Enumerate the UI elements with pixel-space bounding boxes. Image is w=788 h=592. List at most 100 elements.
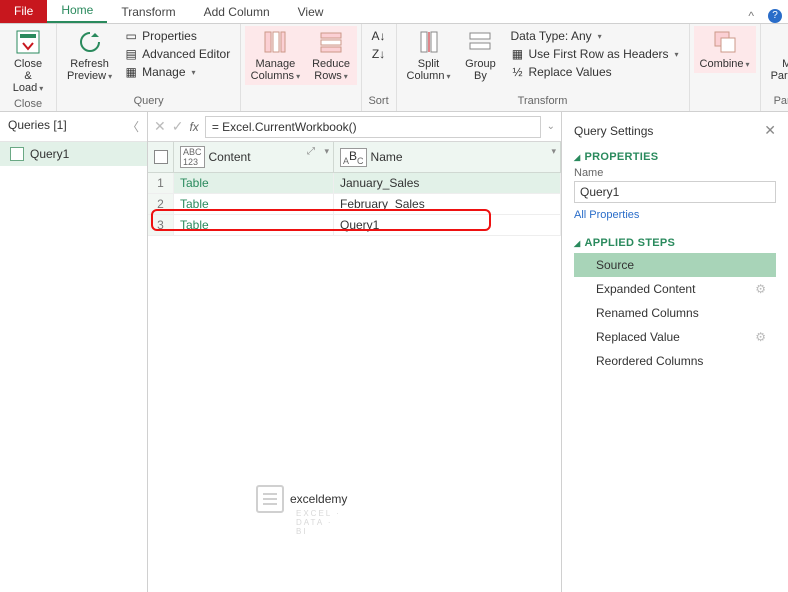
data-grid: ABC123Content⤢▾ ABCName▾ 1 Table January… <box>148 142 561 236</box>
manage-icon: ▦ <box>124 65 138 79</box>
refresh-preview-button[interactable]: Refresh Preview <box>61 26 118 85</box>
reduce-rows-label: Reduce Rows <box>312 58 351 83</box>
query-item[interactable]: Query1 <box>0 142 147 166</box>
group-columns: Manage Columns Reduce Rows <box>241 24 361 111</box>
confirm-icon[interactable]: ✓ <box>172 118 184 135</box>
close-icon[interactable]: ✕ <box>764 122 776 139</box>
settings-header: Query Settings ✕ <box>574 122 776 139</box>
main-area: Queries [1]〈 Query1 ✕ ✓ fx ⌄ ABC123Conte… <box>0 112 788 592</box>
collapse-ribbon-icon[interactable]: ^ <box>740 9 762 23</box>
sort-asc-button[interactable]: A↓ <box>370 28 388 44</box>
group-by-label: Group By <box>462 58 498 82</box>
table-icon <box>154 150 168 164</box>
queries-header[interactable]: Queries [1]〈 <box>0 112 147 142</box>
tab-home[interactable]: Home <box>47 0 107 23</box>
group-transform: Split Column Group By Data Type: Any ▦Us… <box>397 24 690 111</box>
step-item[interactable]: Renamed Columns <box>574 301 776 325</box>
reduce-rows-button[interactable]: Reduce Rows <box>306 26 357 85</box>
data-type-button[interactable]: Data Type: Any <box>508 28 680 44</box>
group-combine-label <box>723 94 726 109</box>
sort-asc-icon: A↓ <box>372 29 386 43</box>
row-number: 1 <box>148 173 174 193</box>
properties-icon: ▭ <box>124 29 138 43</box>
combine-label: Combine <box>700 58 750 71</box>
tab-view[interactable]: View <box>284 1 338 23</box>
refresh-icon <box>76 28 104 56</box>
refresh-label: Refresh Preview <box>67 58 112 83</box>
column-header-content[interactable]: ABC123Content⤢▾ <box>174 142 334 172</box>
queries-pane: Queries [1]〈 Query1 <box>0 112 148 592</box>
tab-add-column[interactable]: Add Column <box>190 1 284 23</box>
table-icon <box>10 147 24 161</box>
query-item-label: Query1 <box>30 147 69 161</box>
cell-content: Table <box>174 194 334 214</box>
ribbon: Close & Load Close Refresh Preview ▭Prop… <box>0 24 788 112</box>
group-transform-label: Transform <box>518 94 568 109</box>
all-properties-link[interactable]: All Properties <box>574 209 776 221</box>
query-settings-pane: Query Settings ✕ PROPERTIES Name All Pro… <box>562 112 788 592</box>
step-item[interactable]: Expanded Content⚙ <box>574 277 776 301</box>
cell-content: Table <box>174 215 334 235</box>
group-close: Close & Load Close <box>0 24 57 111</box>
query-name-input[interactable] <box>574 181 776 203</box>
group-by-icon <box>466 28 494 56</box>
filter-icon[interactable]: ▾ <box>324 146 329 157</box>
expand-formula-icon[interactable]: ⌄ <box>547 121 555 132</box>
sort-desc-icon: Z↓ <box>372 47 386 61</box>
table-row[interactable]: 1 Table January_Sales <box>148 173 561 194</box>
type-icon: ABC <box>340 148 367 167</box>
close-load-icon <box>14 28 42 56</box>
expand-icon[interactable]: ⤢ <box>307 146 315 157</box>
cell-content: Table <box>174 173 334 193</box>
step-item[interactable]: Reordered Columns <box>574 349 776 373</box>
cell-name: January_Sales <box>334 173 561 193</box>
group-sort: A↓ Z↓ Sort <box>362 24 397 111</box>
table-row[interactable]: 3 Table Query1 <box>148 215 561 236</box>
formula-input[interactable] <box>205 116 541 138</box>
gear-icon[interactable]: ⚙ <box>755 282 766 296</box>
combine-button[interactable]: Combine <box>694 26 756 73</box>
applied-steps-section[interactable]: APPLIED STEPS <box>574 237 776 249</box>
tab-file[interactable]: File <box>0 0 47 23</box>
row-number: 2 <box>148 194 174 214</box>
manage-button[interactable]: ▦Manage <box>122 64 232 80</box>
cell-name: Query1 <box>334 215 561 235</box>
manage-columns-label: Manage Columns <box>251 58 300 83</box>
query-mini-buttons: ▭Properties ▤Advanced Editor ▦Manage <box>118 26 236 82</box>
properties-section[interactable]: PROPERTIES <box>574 151 776 163</box>
group-query: Refresh Preview ▭Properties ▤Advanced Ed… <box>57 24 241 111</box>
sort-desc-button[interactable]: Z↓ <box>370 46 388 62</box>
manage-columns-button[interactable]: Manage Columns <box>245 26 305 85</box>
filter-icon[interactable]: ▾ <box>551 146 556 157</box>
cell-name: February_Sales <box>334 194 561 214</box>
group-sort-label: Sort <box>368 94 388 109</box>
table-row[interactable]: 2 Table February_Sales <box>148 194 561 215</box>
group-parameters-label: Parameters <box>774 94 788 109</box>
step-item[interactable]: Source <box>574 253 776 277</box>
advanced-editor-button[interactable]: ▤Advanced Editor <box>122 46 232 62</box>
gear-icon[interactable]: ⚙ <box>755 330 766 344</box>
split-column-label: Split Column <box>407 58 451 83</box>
headers-icon: ▦ <box>510 47 524 61</box>
first-row-headers-button[interactable]: ▦Use First Row as Headers <box>508 46 680 62</box>
type-icon: ABC123 <box>180 146 205 168</box>
manage-parameters-button[interactable]: Manage Parameters <box>765 26 788 85</box>
name-label: Name <box>574 167 776 179</box>
combine-icon <box>711 28 739 56</box>
tab-transform[interactable]: Transform <box>107 1 189 23</box>
close-load-label: Close & Load <box>10 58 46 95</box>
cancel-icon[interactable]: ✕ <box>154 118 166 135</box>
reduce-rows-icon <box>317 28 345 56</box>
help-icon[interactable]: ? <box>768 9 782 23</box>
replace-values-button[interactable]: ½Replace Values <box>508 64 680 80</box>
grid-header: ABC123Content⤢▾ ABCName▾ <box>148 142 561 173</box>
steps-list: Source Expanded Content⚙ Renamed Columns… <box>574 253 776 373</box>
split-column-button[interactable]: Split Column <box>401 26 457 85</box>
data-preview: ✕ ✓ fx ⌄ ABC123Content⤢▾ ABCName▾ 1 Tabl… <box>148 112 562 592</box>
properties-button[interactable]: ▭Properties <box>122 28 232 44</box>
group-by-button[interactable]: Group By <box>456 26 504 84</box>
select-all-cell[interactable] <box>148 142 174 172</box>
step-item[interactable]: Replaced Value⚙ <box>574 325 776 349</box>
column-header-name[interactable]: ABCName▾ <box>334 142 561 172</box>
close-load-button[interactable]: Close & Load <box>4 26 52 97</box>
